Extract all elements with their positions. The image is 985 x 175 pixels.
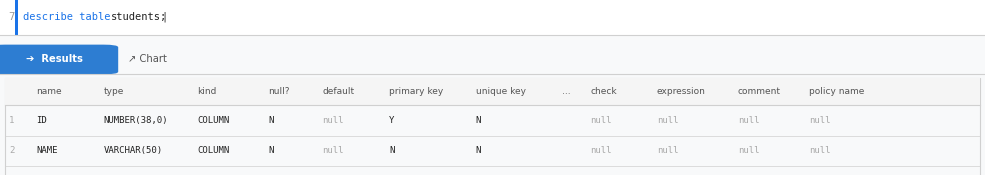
Text: null: null <box>657 146 679 155</box>
Text: null: null <box>322 146 344 155</box>
Text: unique key: unique key <box>476 87 526 96</box>
Text: 2: 2 <box>9 146 14 155</box>
Text: N: N <box>389 146 394 155</box>
Text: check: check <box>590 87 617 96</box>
Text: 1: 1 <box>9 116 14 125</box>
Text: type: type <box>103 87 124 96</box>
FancyBboxPatch shape <box>0 45 118 74</box>
Text: |: | <box>162 11 167 22</box>
Text: ➔  Results: ➔ Results <box>26 54 83 64</box>
FancyBboxPatch shape <box>0 0 985 35</box>
Text: COLUMN: COLUMN <box>197 146 230 155</box>
Text: expression: expression <box>657 87 706 96</box>
Text: null?: null? <box>268 87 290 96</box>
Text: N: N <box>476 116 481 125</box>
Text: VARCHAR(50): VARCHAR(50) <box>103 146 163 155</box>
Text: 7: 7 <box>8 12 14 22</box>
Text: N: N <box>268 116 273 125</box>
Text: NAME: NAME <box>36 146 58 155</box>
Text: primary key: primary key <box>389 87 443 96</box>
Text: ...: ... <box>562 87 571 96</box>
Text: N: N <box>268 146 273 155</box>
Text: comment: comment <box>738 87 781 96</box>
Text: students;: students; <box>111 12 167 22</box>
Text: NUMBER(38,0): NUMBER(38,0) <box>103 116 167 125</box>
Text: null: null <box>657 116 679 125</box>
FancyBboxPatch shape <box>15 0 18 35</box>
FancyBboxPatch shape <box>5 78 980 105</box>
Text: N: N <box>476 146 481 155</box>
Text: null: null <box>590 146 612 155</box>
Text: null: null <box>809 116 830 125</box>
Text: null: null <box>809 146 830 155</box>
Text: ID: ID <box>36 116 47 125</box>
Text: Y: Y <box>389 116 394 125</box>
Text: null: null <box>738 146 759 155</box>
Text: policy name: policy name <box>809 87 864 96</box>
Text: default: default <box>322 87 355 96</box>
Text: ↗ Chart: ↗ Chart <box>128 54 166 64</box>
Text: describe table: describe table <box>23 12 116 22</box>
Text: null: null <box>738 116 759 125</box>
Text: COLUMN: COLUMN <box>197 116 230 125</box>
Text: name: name <box>36 87 62 96</box>
Text: kind: kind <box>197 87 217 96</box>
Text: null: null <box>590 116 612 125</box>
Text: null: null <box>322 116 344 125</box>
